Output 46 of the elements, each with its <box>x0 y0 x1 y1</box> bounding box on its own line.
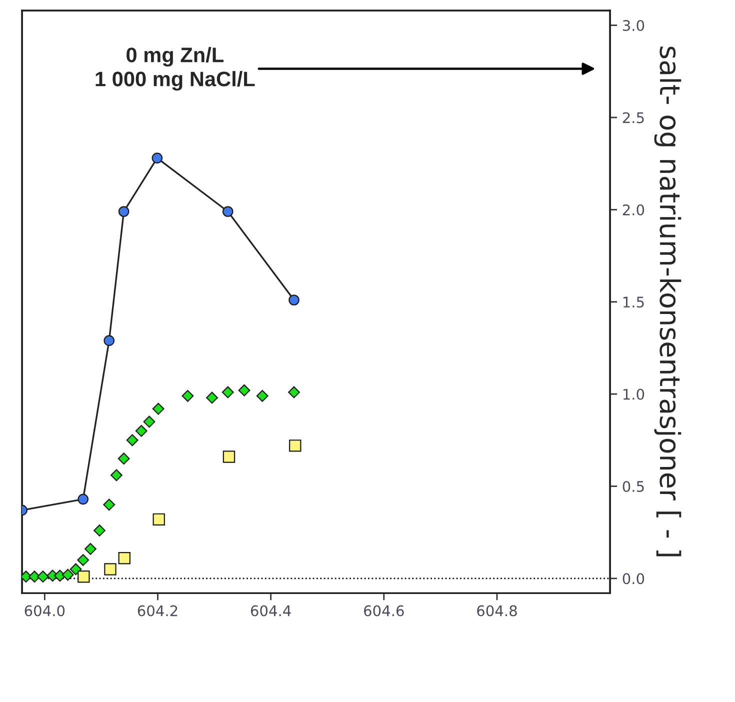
x-tick-label: 604.6 <box>364 605 404 616</box>
y2-tick-label: 2.5 <box>622 112 644 124</box>
point <box>110 469 122 482</box>
y2-tick-label: 1.0 <box>623 388 644 400</box>
y2-tick-label: 1.5 <box>623 296 644 308</box>
point <box>126 434 138 446</box>
point <box>152 402 164 415</box>
y2-tick-label: 3.0 <box>622 20 644 32</box>
point <box>152 152 163 164</box>
x-tick-label: 604.8 <box>477 605 517 616</box>
point <box>289 440 302 452</box>
point <box>78 494 89 505</box>
y2-tick-label: 0.5 <box>622 480 644 492</box>
point <box>94 524 106 536</box>
point <box>143 416 156 428</box>
x-tick-label: 604.0 <box>24 605 65 616</box>
point <box>103 498 116 511</box>
point <box>288 386 300 398</box>
point <box>288 294 300 306</box>
point <box>152 513 165 526</box>
point <box>104 563 116 576</box>
point <box>118 552 130 564</box>
point <box>222 450 236 463</box>
point <box>77 554 90 566</box>
y2-tick-label: 0.0 <box>622 573 644 584</box>
point <box>62 568 74 581</box>
point <box>256 390 268 402</box>
point <box>28 570 40 583</box>
annotation: 0 mg Zn/L 1 000 mg NaCl/L <box>96 47 255 91</box>
point <box>70 563 82 576</box>
point <box>238 384 250 396</box>
y2-axis-title: salt- og natrium-konsentrasjoner [ - ] <box>654 46 682 556</box>
point <box>84 542 96 555</box>
point <box>104 335 115 346</box>
x-tick-label: 604.2 <box>138 605 178 616</box>
point <box>118 452 130 465</box>
point <box>206 392 218 404</box>
point <box>182 390 194 402</box>
point <box>222 206 234 217</box>
point <box>37 570 49 583</box>
x-tick-label: 604.4 <box>250 605 291 616</box>
point <box>222 386 234 398</box>
y2-tick-label: 2.0 <box>622 204 644 216</box>
point <box>118 206 130 217</box>
point <box>78 570 90 583</box>
point <box>135 424 148 437</box>
